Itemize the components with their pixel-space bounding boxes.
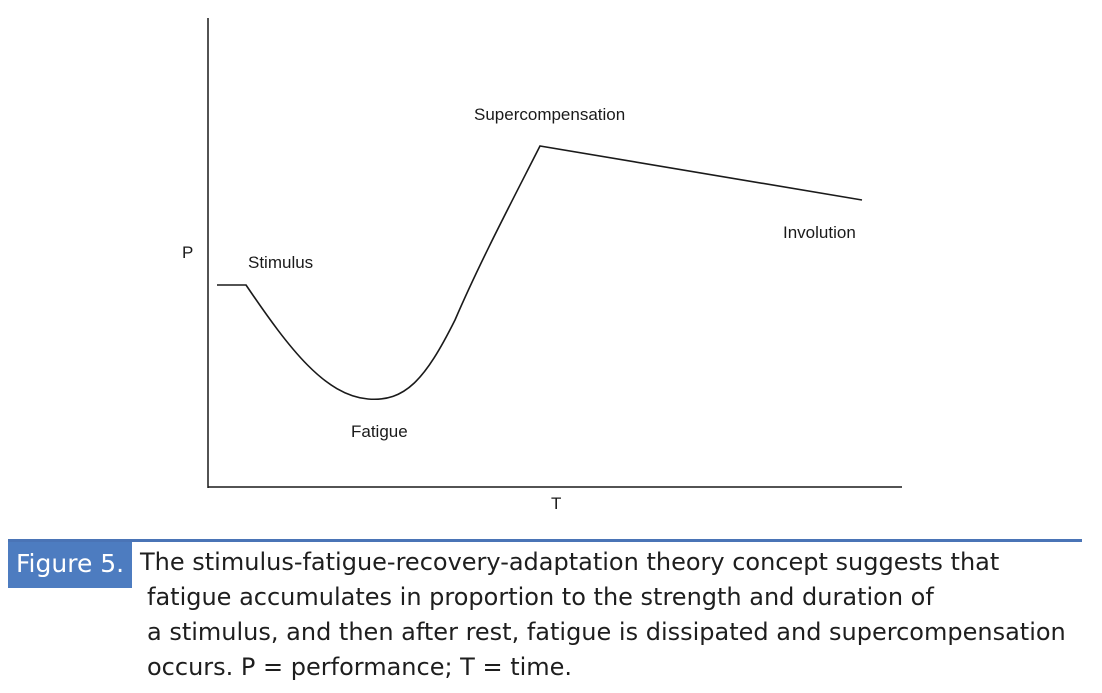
caption-line-4: occurs. P = performance; T = time.	[147, 653, 573, 681]
performance-curve	[217, 145, 863, 401]
stimulus-label: Stimulus	[248, 253, 314, 272]
x-axis-label: T	[551, 494, 562, 513]
adaptation-diagram: P T Stimulus Fatigue Supercompensation I…	[182, 18, 902, 513]
y-axis-label: P	[182, 243, 194, 262]
figure-tag: Figure 5.	[8, 542, 133, 588]
fatigue-label: Fatigue	[351, 422, 408, 441]
supercompensation-label: Supercompensation	[474, 105, 626, 124]
diagram-svg	[207, 18, 902, 488]
involution-label: Involution	[783, 223, 856, 242]
caption-rule	[8, 539, 1082, 542]
caption-line-1: The stimulus-fatigue-recovery-adaptation…	[140, 548, 1000, 576]
caption-line-3: a stimulus, and then after rest, fatigue…	[147, 618, 1066, 646]
caption-line-2: fatigue accumulates in proportion to the…	[147, 583, 934, 611]
